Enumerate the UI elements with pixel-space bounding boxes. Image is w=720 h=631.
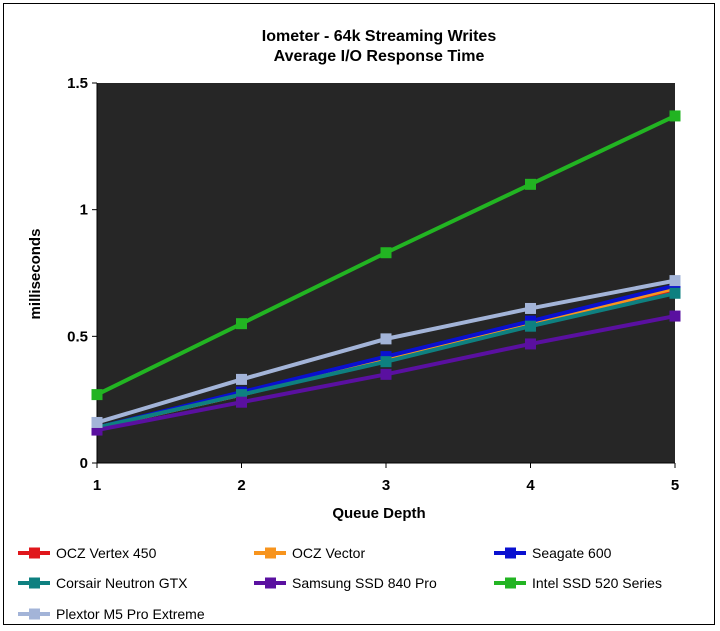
legend-item: Intel SSD 520 Series [494,575,662,591]
data-point [236,318,247,330]
y-tick-label: 1 [80,202,88,219]
data-point [669,110,681,122]
x-tick-label: 2 [237,477,245,494]
legend-label: Corsair Neutron GTX [56,575,188,591]
data-point [380,368,392,380]
x-tick-label: 3 [382,477,390,494]
chart-frame: Iometer - 64k Streaming Writes Average I… [3,3,715,625]
y-tick-label: 1.5 [67,75,88,92]
line-chart: Iometer - 64k Streaming Writes Average I… [18,28,681,622]
chart-title-line-1: Iometer - 64k Streaming Writes [262,28,497,45]
legend-item: Corsair Neutron GTX [18,575,188,591]
chart-title-line-2: Average I/O Response Time [274,48,485,65]
data-point [91,424,103,436]
data-point [525,302,536,314]
y-tick-label: 0 [80,455,88,472]
plot-area [97,83,675,463]
y-axis: 0 0.5 1 1.5 [67,75,98,472]
data-point [380,356,392,368]
data-point [91,389,103,401]
series-layer [91,110,681,436]
data-point [236,396,247,408]
data-point [525,320,536,332]
y-tick-label: 0.5 [67,328,88,345]
legend-item: OCZ Vector [254,545,365,561]
data-point [380,247,392,259]
legend-label: Intel SSD 520 Series [532,575,662,591]
x-tick-label: 1 [93,477,101,494]
x-axis-label: Queue Depth [332,505,425,522]
data-point [525,338,536,350]
legend-swatch-marker [505,577,516,589]
data-point [669,275,681,287]
y-axis-label: milliseconds [27,229,44,320]
legend: OCZ Vertex 450 OCZ Vector Seagate 600 Corsa… [18,545,662,622]
legend-swatch-marker [29,608,40,620]
legend-swatch-marker [29,577,40,589]
data-point [669,310,681,322]
x-tick-label: 5 [671,477,679,494]
data-point [380,333,392,345]
legend-item: Samsung SSD 840 Pro [254,575,437,591]
legend-label: OCZ Vector [292,545,365,561]
data-point [525,178,536,190]
legend-swatch-marker [29,547,40,559]
x-axis: 1 2 3 4 5 [93,462,679,494]
legend-swatch-marker [505,547,516,559]
legend-swatch-marker [265,577,276,589]
data-point [236,373,247,385]
series-plextor-m5-pro-extreme [91,275,681,428]
legend-item: Seagate 600 [494,545,612,561]
x-tick-label: 4 [526,477,535,494]
legend-label: Seagate 600 [532,545,612,561]
data-point [669,287,681,299]
legend-label: OCZ Vertex 450 [56,545,157,561]
legend-label: Plextor M5 Pro Extreme [56,606,205,622]
legend-swatch-marker [265,547,276,559]
series-samsung-ssd-840-pro [91,310,681,436]
legend-label: Samsung SSD 840 Pro [292,575,437,591]
data-point [91,416,103,428]
legend-item: OCZ Vertex 450 [18,545,157,561]
data-point [236,389,247,401]
series-intel-ssd-520-series [91,110,681,401]
legend-item: Plextor M5 Pro Extreme [18,606,205,622]
